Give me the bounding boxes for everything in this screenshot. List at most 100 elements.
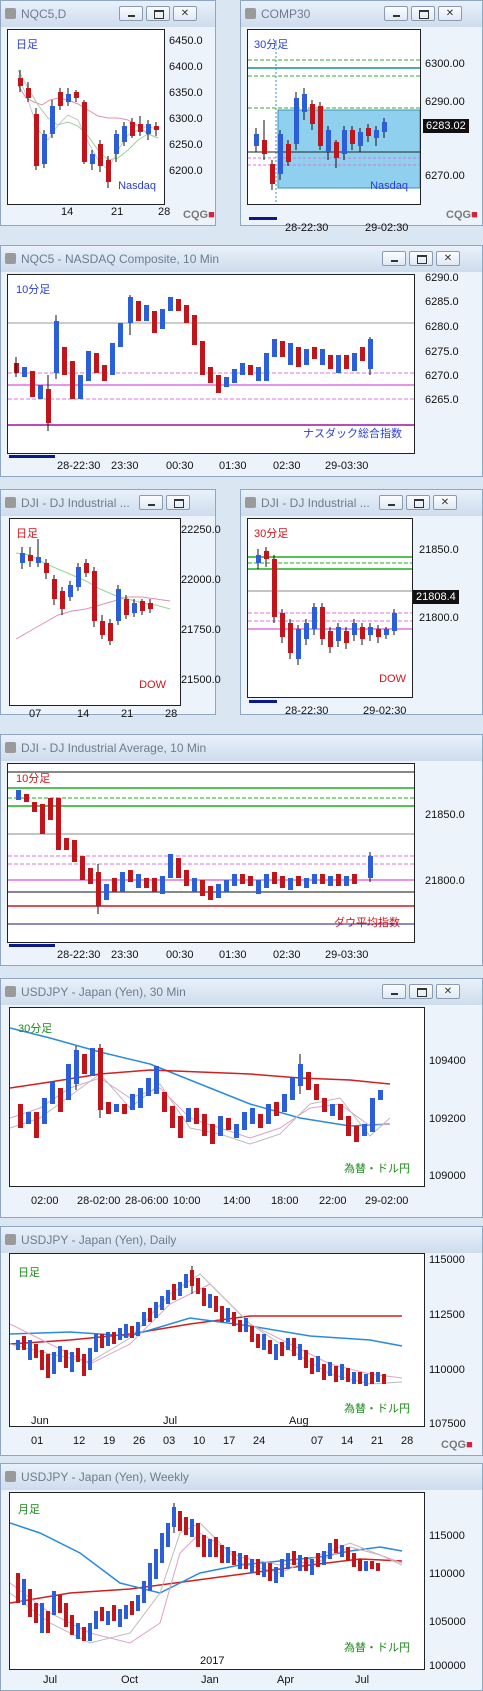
title-bar[interactable]: DJI - DJ Industrial ... — [1, 490, 215, 516]
minimize-button[interactable] — [382, 984, 406, 999]
timeframe-label: 30分足 — [18, 1023, 53, 1035]
instrument-name: DOW — [139, 679, 166, 691]
title-bar[interactable]: NQC5,D — [1, 1, 215, 27]
chart-window-nq-10min[interactable]: NQC5 - NASDAQ Composite, 10 Min — [0, 245, 483, 477]
x-month: Aug — [289, 1415, 309, 1427]
y-tick: 21850.0 — [419, 544, 459, 556]
chart-window-usdjpy-30[interactable]: USDJPY - Japan (Yen), 30 Min — [0, 978, 483, 1218]
chart-window-dji-10min[interactable]: DJI - DJ Industrial Average, 10 Min — [0, 734, 483, 966]
chart-window-comp-30[interactable]: COMP30 — [240, 0, 483, 234]
x-tick: 28-22:30 — [285, 705, 329, 717]
x-tick: 12 — [73, 1435, 86, 1447]
x-tick: Jan — [201, 1674, 219, 1686]
chart-plot[interactable]: 10分足 ダウ平均指数 — [7, 763, 415, 943]
y-tick: 6300.0 — [169, 113, 203, 125]
title-bar[interactable]: COMP30 — [241, 1, 482, 27]
candlestick-chart — [8, 771, 414, 925]
x-tick: 23:30 — [111, 949, 139, 961]
chart-window-dji-30[interactable]: DJI - DJ Industrial ... — [240, 489, 483, 717]
minimize-button[interactable] — [119, 6, 143, 21]
app-icon — [5, 742, 16, 753]
chart-plot[interactable]: 日足 為替・ドル円 — [9, 1253, 425, 1427]
chart-window-usdjpy-weekly[interactable]: USDJPY - Japan (Yen), Weekly — [0, 1463, 483, 1691]
minimize-button[interactable] — [384, 6, 408, 21]
chart-window-usdjpy-daily[interactable]: USDJPY - Japan (Yen), Daily — [0, 1226, 483, 1456]
chart-plot[interactable]: 月足 為替・ドル円 2017 — [9, 1492, 425, 1670]
timeframe-label: 10分足 — [16, 284, 51, 296]
x-tick: Jul — [43, 1674, 58, 1686]
chart-plot[interactable]: 日足 DOW — [9, 518, 181, 706]
y-tick: 6450.0 — [169, 35, 203, 47]
chart-plot[interactable]: 10分足 ナスダック総合指数 — [7, 274, 415, 454]
x-tick: 01:30 — [219, 460, 247, 472]
x-tick: 02:30 — [273, 460, 301, 472]
candles — [16, 1503, 380, 1641]
y-tick: 110000 — [429, 1364, 465, 1376]
chart-plot[interactable]: 30分足 Nasdaq — [247, 29, 421, 205]
chart-plot[interactable]: 30分足 DOW — [247, 518, 413, 698]
chart-plot[interactable]: 日足 Nasdaq — [7, 29, 165, 205]
chart-plot[interactable]: 30分足 為替・ドル円 — [9, 1007, 425, 1187]
x-tick: 28 — [401, 1435, 414, 1447]
title-bar[interactable]: USDJPY - Japan (Yen), Daily — [1, 1227, 482, 1253]
candlestick-chart — [10, 1503, 403, 1644]
chart-window-dji-daily[interactable]: DJI - DJ Industrial ... — [0, 489, 221, 720]
instrument-name: 為替・ドル円 — [344, 1163, 410, 1175]
maximize-button[interactable] — [411, 6, 435, 21]
y-tick: 6350.0 — [169, 87, 203, 99]
x-tick: 10:00 — [173, 1195, 201, 1207]
title-bar[interactable]: DJI - DJ Industrial ... — [241, 490, 482, 516]
x-tick: 02:00 — [31, 1195, 59, 1207]
y-tick: 112500 — [429, 1309, 465, 1321]
title-bar[interactable]: USDJPY - Japan (Yen), Weekly — [1, 1464, 482, 1490]
maximize-button[interactable] — [406, 495, 430, 510]
x-tick: 17 — [223, 1435, 236, 1447]
y-tick: 107500 — [429, 1418, 466, 1430]
window-title: DJI - DJ Industrial ... — [261, 496, 370, 510]
title-bar[interactable]: USDJPY - Japan (Yen), 30 Min — [1, 979, 482, 1005]
close-button[interactable] — [436, 251, 460, 266]
maximize-button[interactable] — [409, 984, 433, 999]
close-button[interactable] — [436, 984, 460, 999]
y-tick: 109400 — [429, 1055, 466, 1067]
maximize-button[interactable] — [409, 251, 433, 266]
minimize-button[interactable] — [382, 251, 406, 266]
y-tick: 109200 — [429, 1113, 466, 1125]
y-tick: 6285.0 — [425, 296, 459, 308]
x-tick: 23:30 — [111, 460, 139, 472]
candles — [14, 295, 373, 431]
y-tick: 21850.0 — [425, 809, 465, 821]
close-button[interactable] — [173, 6, 197, 21]
timeframe-label: 10分足 — [16, 773, 51, 785]
instrument-name: DOW — [379, 673, 406, 685]
maximize-button[interactable] — [166, 495, 190, 510]
window-title: NQC5 - NASDAQ Composite, 10 Min — [21, 252, 220, 266]
timeframe-label: 30分足 — [254, 528, 289, 540]
close-button[interactable] — [438, 6, 462, 21]
selection-box — [277, 109, 420, 189]
chart-window-nq-daily[interactable]: NQC5,D — [0, 0, 216, 226]
instrument-name: ダウ平均指数 — [334, 917, 400, 929]
app-icon — [5, 1234, 16, 1245]
minimize-button[interactable] — [139, 495, 163, 510]
minimize-button[interactable] — [379, 495, 403, 510]
app-icon — [245, 497, 256, 508]
candles — [18, 1044, 383, 1144]
candlestick-chart — [15, 539, 171, 645]
x-tick: 00:30 — [166, 949, 194, 961]
y-tick: 21750.0 — [181, 624, 221, 636]
cqg-logo: CQG■ — [183, 209, 215, 221]
x-tick: 00:30 — [166, 460, 194, 472]
timeframe-label: 日足 — [18, 1267, 40, 1279]
candlestick-chart — [17, 69, 159, 188]
y-tick: 100000 — [429, 1660, 466, 1672]
instrument-name: 為替・ドル円 — [344, 1403, 410, 1415]
close-button[interactable] — [433, 495, 457, 510]
maximize-button[interactable] — [146, 6, 170, 21]
y-tick: 6290.00 — [425, 96, 465, 108]
window-title: DJI - DJ Industrial ... — [21, 496, 130, 510]
title-bar[interactable]: NQC5 - NASDAQ Composite, 10 Min — [1, 246, 482, 272]
timeframe-label: 日足 — [16, 39, 38, 51]
title-bar[interactable]: DJI - DJ Industrial Average, 10 Min — [1, 735, 482, 761]
window-title: USDJPY - Japan (Yen), Daily — [21, 1233, 177, 1247]
